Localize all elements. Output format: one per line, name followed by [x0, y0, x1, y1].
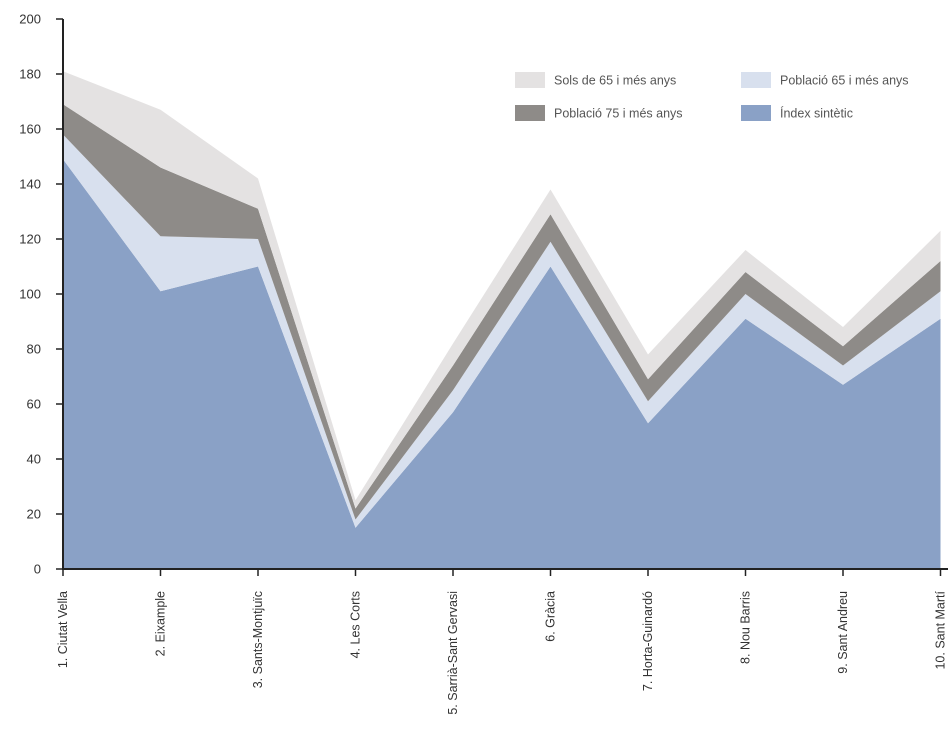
- y-tick-label: 60: [27, 397, 41, 412]
- y-tick-label: 0: [34, 562, 41, 577]
- legend: Sols de 65 i més anys Població 65 i més a…: [515, 72, 909, 121]
- legend-swatch: [741, 72, 771, 88]
- x-category-label: 8. Nou Barris: [739, 591, 753, 664]
- x-category-label: 4. Les Corts: [349, 591, 363, 658]
- y-tick-label: 80: [27, 342, 41, 357]
- y-axis: 0 20 40 60 80 100 120 140 160 180 200: [19, 12, 64, 577]
- legend-label: Població 65 i més anys: [780, 74, 909, 88]
- legend-label: Índex sintètic: [780, 106, 853, 121]
- legend-swatch: [515, 105, 545, 121]
- area-series-group: [63, 71, 941, 569]
- x-category-label: 7. Horta-Guinardó: [641, 591, 655, 691]
- area-series-3: [63, 104, 941, 520]
- y-tick-label: 140: [19, 177, 41, 192]
- y-tick-label: 120: [19, 232, 41, 247]
- y-tick-label: 180: [19, 67, 41, 82]
- y-tick-label: 200: [19, 12, 41, 27]
- x-category-label: 3. Sants-Montjuïc: [251, 591, 265, 688]
- legend-swatch: [741, 105, 771, 121]
- legend-swatch: [515, 72, 545, 88]
- x-category-label: 1. Ciutat Vella: [56, 591, 70, 668]
- x-category-label: 2. Eixample: [154, 591, 168, 656]
- area-series-2: [63, 134, 941, 528]
- x-axis: 1. Ciutat Vella 2. Eixample 3. Sants-Montj…: [56, 568, 948, 715]
- legend-label: Població 75 i més anys: [554, 107, 683, 121]
- x-category-label: 9. Sant Andreu: [836, 591, 850, 674]
- x-category-label: 5. Sarrià-Sant Gervasi: [446, 591, 460, 715]
- area-series-4: [63, 71, 941, 509]
- y-tick-label: 100: [19, 287, 41, 302]
- area-series-1: [63, 159, 941, 569]
- y-tick-label: 160: [19, 122, 41, 137]
- legend-label: Sols de 65 i més anys: [554, 74, 676, 88]
- x-category-label: 6. Gràcia: [544, 591, 558, 642]
- y-tick-label: 40: [27, 452, 41, 467]
- x-category-label: 10. Sant Martí: [934, 590, 948, 669]
- y-tick-label: 20: [27, 507, 41, 522]
